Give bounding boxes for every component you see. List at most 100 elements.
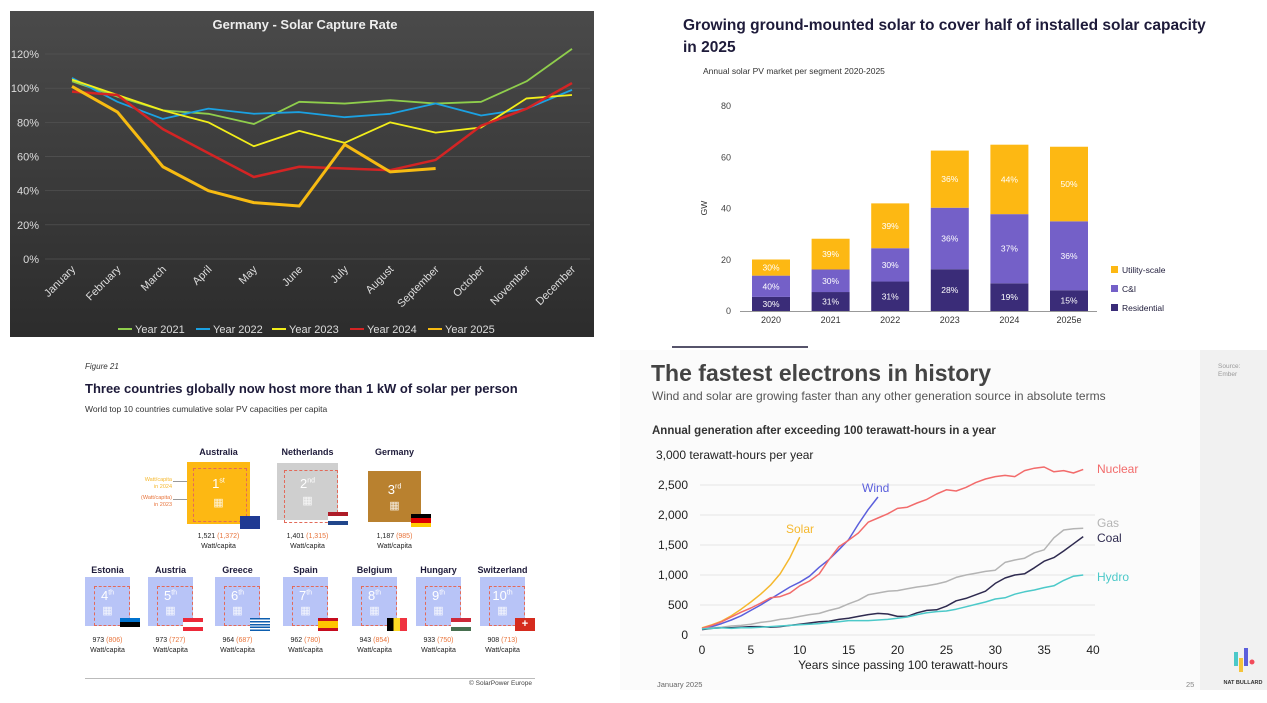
- data-label: 44%: [1001, 174, 1018, 184]
- rank-label: 5th: [163, 587, 178, 603]
- country-name: Spain: [293, 565, 318, 575]
- brand-name: NAT BULLARD: [1223, 680, 1262, 686]
- series-line-year-2025: [71, 85, 436, 208]
- unit-label: Watt/capita: [220, 647, 255, 654]
- solar-panel-icon: ▦: [232, 604, 243, 617]
- rank-label: 2nd: [299, 475, 316, 491]
- solar-panel-icon: ▦: [369, 604, 380, 617]
- y-tick-label: 20%: [17, 220, 39, 232]
- watt-per-capita-value: 1,187 (985): [376, 533, 413, 540]
- watt-per-capita-2023: (780): [304, 637, 321, 644]
- rank-label: 9th: [431, 587, 446, 603]
- flag-icon: [411, 514, 431, 527]
- series-line-gas: [701, 527, 1084, 630]
- x-tick-label: 2023: [940, 315, 960, 325]
- data-label: 50%: [1060, 179, 1077, 189]
- credit: © SolarPower Europe: [469, 680, 532, 687]
- series-label: Solar: [786, 522, 814, 536]
- solar-panel-icon: ▦: [165, 604, 176, 617]
- x-tick-label: 10: [793, 643, 807, 657]
- y-tick-label: 120%: [11, 49, 39, 61]
- unit-label: Watt/capita: [290, 543, 325, 550]
- country-name: Greece: [222, 565, 253, 575]
- chart-title-line2: in 2025: [683, 39, 736, 56]
- chart-title-line1: Growing ground-mounted solar to cover ha…: [683, 17, 1206, 34]
- unit-label: Watt/capita: [377, 543, 412, 550]
- bar-segment-ci: [752, 275, 790, 297]
- annotation-2023: (Watt/capita) in 2023: [132, 495, 172, 509]
- data-label: 37%: [1001, 244, 1018, 254]
- legend-swatch: [1111, 266, 1118, 273]
- slide-subtitle: Wind and solar are growing faster than a…: [652, 389, 1106, 403]
- series-line-hydro: [701, 574, 1084, 630]
- flag-icon: [387, 618, 407, 631]
- series-label: Wind: [862, 481, 889, 495]
- legend-label: Year 2025: [445, 324, 495, 336]
- country-name: Germany: [374, 447, 415, 457]
- legend-label: Year 2023: [289, 324, 339, 336]
- chart-subtitle: Annual solar PV market per segment 2020-…: [703, 66, 885, 76]
- country-name: Switzerland: [477, 565, 528, 575]
- flag-icon: [451, 618, 471, 631]
- annotation-line: in 2024: [153, 484, 172, 490]
- legend-label: Year 2021: [135, 324, 185, 336]
- infographic-title: Three countries globally now host more t…: [85, 381, 518, 396]
- capacity-2023-outline: [292, 586, 328, 626]
- source-line: Ember: [1218, 371, 1238, 378]
- data-label: 30%: [882, 260, 899, 270]
- watt-per-capita-2023: (687): [236, 637, 253, 644]
- watt-per-capita-value: 943 (854): [359, 637, 390, 644]
- legend-label: Year 2024: [367, 324, 417, 336]
- watt-per-capita-2023: (806): [106, 637, 123, 644]
- chart-title: Annual generation after exceeding 100 te…: [652, 425, 996, 437]
- watt-per-capita-2023: (727): [169, 637, 186, 644]
- solar-panel-icon: ▦: [497, 604, 508, 617]
- logo-bar: [1244, 648, 1248, 666]
- legend-label: Residential: [1122, 303, 1164, 313]
- country-name: Estonia: [91, 565, 124, 575]
- capacity-2023-outline: [284, 470, 338, 523]
- bar-segment-residential: [811, 292, 850, 311]
- bar-segment-ci: [990, 214, 1029, 284]
- data-label: 36%: [941, 233, 958, 243]
- unit-label: Watt/capita: [485, 647, 520, 654]
- x-tick-label: 2020: [761, 315, 781, 325]
- y-tick-label: 60: [721, 152, 731, 162]
- x-tick-label: 2025e: [1056, 315, 1081, 325]
- y-tick-label: 0: [726, 306, 731, 316]
- bar-segment-ci: [871, 248, 910, 282]
- bar-segment-utilityscale: [1050, 146, 1088, 222]
- watt-per-capita-2023: (854): [373, 637, 390, 644]
- data-label: 39%: [822, 249, 839, 259]
- flag-icon: [120, 618, 140, 631]
- capacity-2023-outline: [94, 586, 130, 626]
- unit-label: Watt/capita: [201, 543, 236, 550]
- y-tick-label: 40: [721, 204, 731, 214]
- country-name: Australia: [199, 447, 238, 457]
- y-tick-label: 20: [721, 255, 731, 265]
- data-label: 40%: [762, 281, 779, 291]
- country-name: Netherlands: [281, 447, 334, 457]
- y-tick-label: 2,500: [658, 478, 688, 492]
- source-line: Source:: [1218, 363, 1241, 370]
- series-line-year-2022: [71, 77, 573, 120]
- y-tick-label: 0: [681, 628, 688, 642]
- slide-date: January 2025: [657, 680, 702, 689]
- logo-dot: [1249, 659, 1255, 665]
- data-label: 19%: [1001, 292, 1018, 302]
- page-number: 25: [1186, 680, 1194, 689]
- annotation-leader: [173, 481, 187, 482]
- capacity-2023-outline: [425, 586, 461, 626]
- capacity-2023-outline: [361, 586, 397, 626]
- annotation-line: in 2023: [153, 502, 172, 508]
- series-line-nuclear: [701, 466, 1084, 630]
- y-tick-label: 100%: [11, 83, 39, 95]
- bar-segment-residential: [930, 269, 969, 311]
- country-name: Hungary: [420, 565, 457, 575]
- watt-per-capita-value: 964 (687): [222, 637, 253, 644]
- legend-label: Year 2022: [213, 324, 263, 336]
- x-tick-label: 20: [891, 643, 905, 657]
- bar-segment-utilityscale: [752, 259, 790, 276]
- country-name: Austria: [154, 565, 186, 575]
- capacity-2023-outline: [224, 586, 260, 626]
